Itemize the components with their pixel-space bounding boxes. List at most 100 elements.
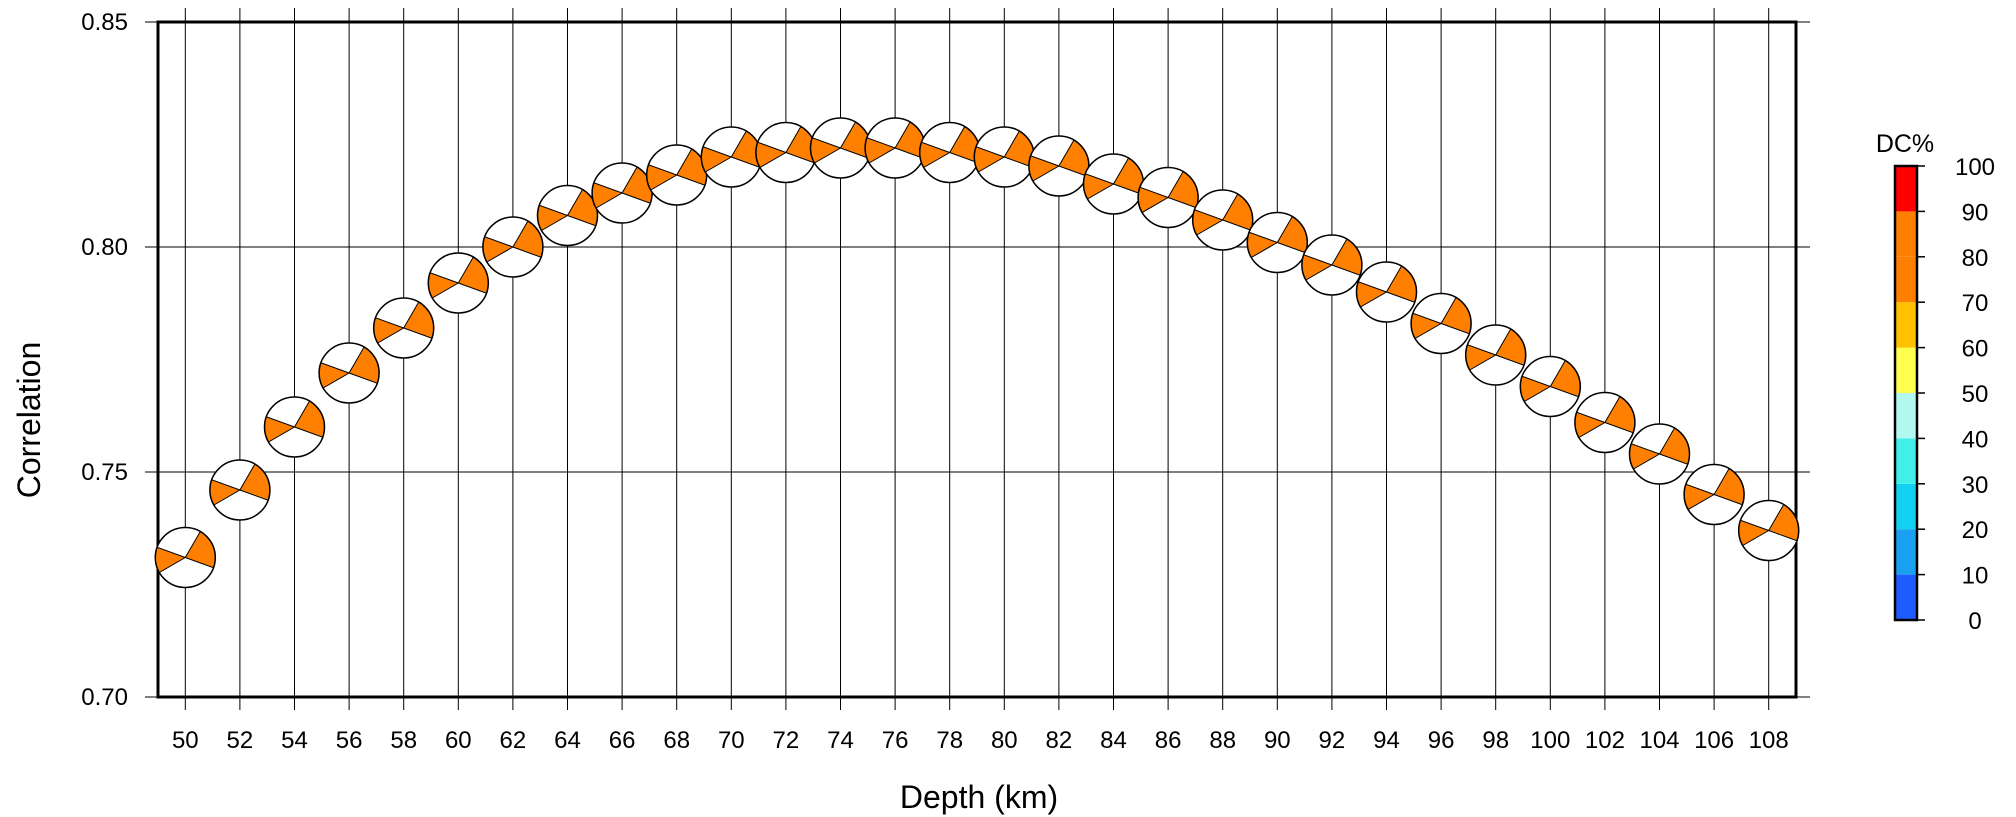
x-tick-label: 80 <box>991 727 1018 754</box>
x-tick-label: 86 <box>1155 727 1182 754</box>
beachball-marker <box>1028 135 1090 197</box>
colorbar-tick-label: 80 <box>1962 245 1989 272</box>
y-tick-label: 0.75 <box>81 459 128 486</box>
colorbar-tick-label: 100 <box>1955 154 1995 181</box>
plot-border <box>156 20 1798 699</box>
colorbar-tick-label: 70 <box>1962 290 1989 317</box>
beachball-outline <box>1628 423 1691 485</box>
x-tick-label: 78 <box>936 727 963 754</box>
x-tick-label: 66 <box>609 727 636 754</box>
beachball-marker <box>700 126 763 188</box>
beachball-marker <box>864 117 926 179</box>
beachball-marker <box>1082 153 1145 215</box>
beachball-marker <box>427 252 490 314</box>
x-tick-label: 72 <box>773 727 800 754</box>
beachball-marker <box>591 162 653 224</box>
beachball-marker <box>1464 324 1527 386</box>
y-tick-label: 0.85 <box>81 9 128 36</box>
colorbar-segment <box>1895 529 1917 575</box>
colorbar-tick-label: 50 <box>1962 381 1989 408</box>
beachball-outline <box>154 526 217 589</box>
beachball-marker <box>1191 189 1254 251</box>
beachball-marker <box>536 184 599 247</box>
x-tick-label: 60 <box>445 727 472 754</box>
y-tick-label: 0.80 <box>81 234 128 261</box>
x-tick-label: 76 <box>882 727 909 754</box>
colorbar-tick-label: 30 <box>1962 472 1989 499</box>
beachball-outline <box>209 459 271 521</box>
colorbar-tick-label: 10 <box>1962 563 1989 590</box>
x-tick-label: 108 <box>1749 727 1789 754</box>
y-tick-label: 0.70 <box>81 684 128 711</box>
colorbar-tick-label: 60 <box>1962 336 1989 363</box>
beachball-marker <box>154 526 217 589</box>
beachball-marker <box>482 216 544 278</box>
x-tick-label: 68 <box>663 727 690 754</box>
beachball-marker <box>1246 211 1309 274</box>
x-axis-label: Depth (km) <box>900 779 1058 815</box>
beachball-marker <box>1683 463 1745 526</box>
x-tick-label: 106 <box>1694 727 1734 754</box>
colorbar-segment <box>1895 166 1917 212</box>
beachball-marker <box>209 459 271 521</box>
beachball-outline <box>1191 189 1254 251</box>
beachball-outline <box>1464 324 1527 386</box>
axis-ticks: 50 52 54 56 58 60 62 64 66 68 70 72 74 76 78 80 82 84 86 88… <box>81 9 1788 754</box>
x-tick-label: 50 <box>172 727 199 754</box>
colorbar-tick-label: 20 <box>1962 517 1989 544</box>
beachball-marker <box>263 396 326 458</box>
beachball-outline <box>1355 261 1418 323</box>
colorbar-tick-label: 0 <box>1968 608 1981 635</box>
beachball-marker <box>755 121 817 184</box>
beachball-outline <box>1301 234 1363 296</box>
beachball-outline <box>1519 355 1582 418</box>
x-tick-label: 70 <box>718 727 745 754</box>
beachball-outline <box>263 396 326 458</box>
beachball-marker <box>318 342 380 404</box>
x-tick-label: 84 <box>1100 727 1127 754</box>
x-tick-label: 90 <box>1264 727 1291 754</box>
plot-frame <box>156 20 1798 699</box>
x-tick-label: 94 <box>1373 727 1400 754</box>
x-tick-label: 98 <box>1482 727 1509 754</box>
beachball-outline <box>1574 391 1636 454</box>
beachball-marker <box>918 121 981 184</box>
x-tick-label: 54 <box>281 727 308 754</box>
beachball-marker <box>1519 355 1582 418</box>
x-tick-label: 82 <box>1046 727 1073 754</box>
colorbar-segment <box>1895 574 1917 620</box>
beachball-outline <box>1410 292 1472 355</box>
colorbar-title: DC% <box>1876 130 1934 158</box>
beachball-outline <box>1737 499 1800 562</box>
colorbar-segment <box>1895 393 1917 439</box>
x-tick-label: 102 <box>1585 727 1625 754</box>
beachball-marker <box>1301 234 1363 296</box>
dc-percent-colorbar: DC% 0 10 20 30 40 50 60 70 80 90 100 <box>1876 130 1995 635</box>
x-tick-label: 88 <box>1209 727 1236 754</box>
x-tick-label: 104 <box>1639 727 1679 754</box>
beachball-outline <box>372 297 435 359</box>
beachball-marker <box>1137 166 1199 229</box>
beachball-marker <box>973 126 1036 188</box>
x-tick-label: 92 <box>1319 727 1346 754</box>
colorbar-tick-label: 90 <box>1962 199 1989 226</box>
beachball-marker <box>809 117 872 179</box>
beachball-marker <box>1574 391 1636 454</box>
y-axis-label: Correlation <box>11 342 47 499</box>
beachball-outline <box>1683 463 1745 526</box>
colorbar-segment <box>1895 256 1917 303</box>
beachball-marker <box>645 144 708 206</box>
colorbar-segment <box>1895 438 1917 484</box>
beachball-outline <box>1246 211 1309 274</box>
beachball-outline <box>427 252 490 314</box>
beachball-outline <box>536 184 599 247</box>
beachball-outline <box>1137 166 1199 229</box>
beachball-markers <box>154 117 1800 589</box>
x-tick-label: 62 <box>500 727 527 754</box>
colorbar-segment <box>1895 211 1917 257</box>
x-tick-label: 96 <box>1428 727 1455 754</box>
beachball-marker <box>1355 261 1418 323</box>
x-tick-label: 64 <box>554 727 581 754</box>
x-tick-label: 74 <box>827 727 854 754</box>
